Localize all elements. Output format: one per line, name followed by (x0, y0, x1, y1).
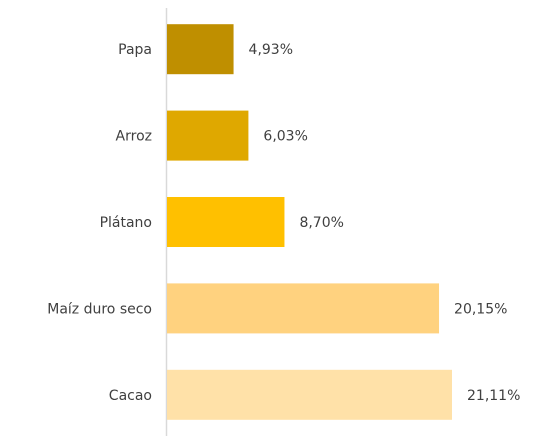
data-label: 20,15% (454, 301, 507, 317)
y-tick-label: Plátano (100, 215, 152, 231)
bar (167, 369, 452, 420)
y-tick-label: Arroz (116, 129, 152, 145)
bar (167, 110, 249, 161)
data-label: 4,93% (249, 42, 293, 58)
bar (167, 24, 234, 75)
data-label: 21,11% (467, 388, 520, 404)
y-tick-label: Papa (118, 42, 152, 58)
data-label: 6,03% (263, 129, 307, 145)
y-tick-label: Cacao (109, 388, 152, 404)
bar (167, 197, 285, 247)
y-tick-label: Maíz duro seco (47, 301, 152, 317)
data-label: 8,70% (299, 215, 343, 231)
bar (167, 283, 440, 334)
